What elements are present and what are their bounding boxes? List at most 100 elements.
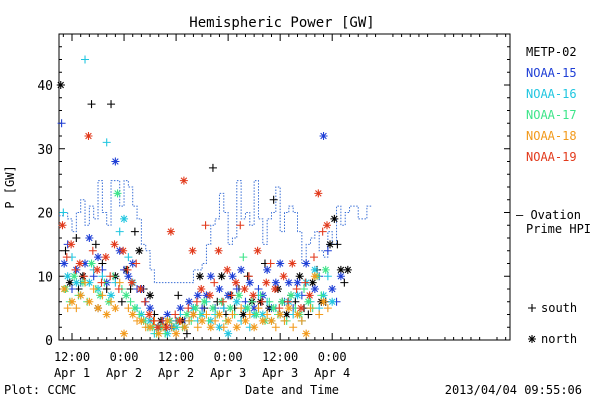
south-plus-point — [171, 310, 180, 319]
south-plus-point — [315, 310, 324, 319]
legend-item: NOAA-18 — [526, 129, 577, 143]
series-noaa-18 — [60, 272, 332, 338]
south-plus-point — [72, 304, 81, 313]
south-plus-point — [239, 253, 248, 262]
satellite-data-series — [56, 55, 352, 338]
south-plus-point — [340, 278, 349, 287]
north-star-point — [232, 323, 241, 332]
north-star-point — [228, 272, 237, 281]
north-star-point — [293, 278, 302, 287]
north-star-point — [75, 259, 84, 268]
south-plus-point — [182, 329, 191, 338]
south-plus-point — [263, 310, 272, 319]
x-tick-label-time: 0:00 — [110, 350, 139, 364]
north-star-point — [282, 310, 291, 319]
north-star-point — [250, 304, 259, 313]
x-tick-label-date: Apr 1 — [54, 366, 90, 380]
south-plus-point — [208, 163, 217, 172]
north-star-point — [130, 304, 139, 313]
south-plus-point — [123, 265, 132, 274]
north-star-point — [224, 316, 233, 325]
north-star-point — [296, 304, 305, 313]
south-plus-point — [247, 297, 256, 306]
south-plus-point — [89, 285, 98, 293]
north-star-point — [111, 304, 120, 313]
north-star-point — [287, 291, 296, 300]
south-plus-point — [244, 272, 253, 281]
north-star-point — [305, 291, 314, 300]
south-plus-point — [124, 304, 133, 313]
north-star-point — [249, 291, 258, 300]
north-star-point — [252, 310, 261, 319]
south-plus-point — [81, 278, 90, 287]
north-star-point — [263, 265, 272, 274]
x-axis-label: Date and Time — [245, 383, 339, 397]
north-star-point — [267, 316, 276, 325]
north-star-point — [60, 285, 69, 293]
north-star-point — [262, 278, 271, 287]
star-marker-icon — [528, 335, 536, 343]
south-plus-point — [193, 323, 202, 332]
marker-legend: south north — [528, 301, 577, 346]
north-star-point — [258, 310, 267, 319]
north-star-point — [68, 297, 77, 306]
south-plus-point — [317, 291, 326, 300]
north-star-point — [343, 265, 352, 274]
north-star-point — [328, 297, 337, 306]
north-star-point — [94, 253, 103, 262]
south-plus-point — [132, 259, 141, 268]
north-star-point — [278, 297, 287, 306]
south-plus-point — [97, 278, 106, 287]
y-tick-label: 30 — [37, 143, 53, 158]
north-star-point — [208, 304, 217, 313]
north-star-point — [226, 304, 235, 313]
north-star-point — [122, 291, 131, 300]
south-plus-point — [62, 253, 71, 262]
north-star-point — [145, 310, 154, 319]
south-plus-point — [304, 310, 313, 319]
south-plus-point — [57, 119, 66, 128]
legend: METP-02 NOAA-15 NOAA-16 NOAA-17 NOAA-18 NOAA-… — [526, 45, 577, 164]
north-star-point — [276, 310, 285, 319]
marker-legend-label: south — [541, 301, 577, 315]
north-star-point — [302, 329, 311, 338]
north-star-point — [198, 316, 207, 325]
legend-item: METP-02 — [526, 45, 577, 59]
south-plus-point — [107, 297, 116, 306]
north-star-point — [271, 278, 280, 287]
north-star-point — [253, 246, 262, 255]
ovation-label-line1: — Ovation — [516, 208, 581, 222]
north-star-point — [56, 81, 65, 89]
south-plus-point — [185, 316, 194, 325]
north-star-point — [302, 259, 311, 268]
north-star-point — [180, 323, 189, 332]
south-plus-point — [81, 55, 90, 64]
south-plus-point — [202, 310, 211, 319]
north-star-point — [85, 297, 94, 306]
north-star-point — [237, 265, 246, 274]
south-plus-point — [98, 291, 107, 300]
north-star-point — [195, 272, 204, 281]
south-plus-point — [174, 291, 183, 300]
y-tick-label: 10 — [37, 270, 53, 285]
south-plus-point — [323, 246, 332, 255]
plus-marker-icon — [528, 304, 536, 312]
north-star-point — [153, 323, 162, 332]
north-star-point — [72, 278, 81, 287]
north-star-point — [191, 304, 200, 313]
north-star-point — [288, 259, 297, 268]
south-plus-point — [306, 304, 315, 313]
north-star-point — [110, 240, 119, 249]
south-plus-point — [228, 310, 237, 319]
north-star-point — [241, 316, 250, 325]
north-star-point — [101, 253, 110, 262]
north-star-point — [175, 316, 184, 325]
chart-title: Hemispheric Power [GW] — [189, 15, 374, 31]
north-star-point — [193, 291, 202, 300]
footer-timestamp: 2013/04/04 09:55:06 — [445, 383, 582, 397]
north-star-point — [206, 323, 215, 332]
north-star-point — [63, 272, 72, 281]
north-star-point — [93, 265, 102, 274]
north-star-point — [146, 304, 155, 313]
south-plus-point — [117, 297, 126, 306]
